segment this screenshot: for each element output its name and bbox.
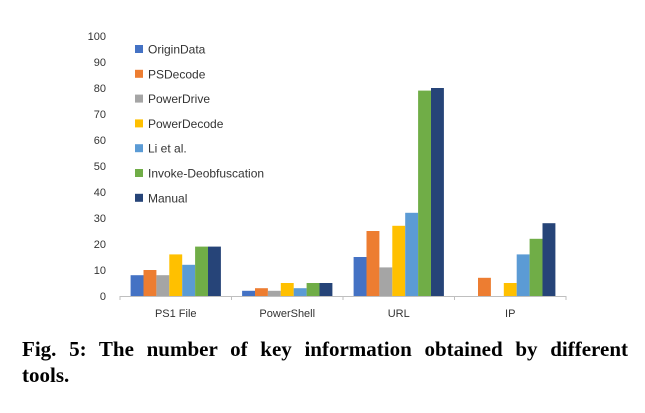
bar: [392, 225, 406, 296]
y-tick-label: 70: [94, 109, 106, 121]
y-tick-label: 90: [94, 57, 106, 69]
y-tick-label: 100: [88, 31, 106, 43]
legend-label: PowerDecode: [148, 117, 224, 131]
bar: [195, 246, 208, 296]
bar: [208, 246, 221, 296]
legend-swatch: [135, 94, 143, 103]
legend-swatch: [135, 169, 143, 177]
legend-label: Invoke-Deobfuscation: [148, 167, 264, 181]
bar: [130, 275, 144, 296]
y-tick-label: 80: [94, 83, 106, 95]
bar: [280, 283, 294, 296]
figure-caption: Fig. 5: The number of key information ob…: [22, 337, 628, 387]
bar: [182, 264, 196, 296]
bar: [366, 231, 380, 296]
bar: [242, 290, 255, 296]
x-category-label: IP: [505, 308, 515, 320]
legend-label: PSDecode: [148, 67, 206, 81]
bar: [143, 270, 157, 296]
y-tick-label: 0: [100, 291, 106, 303]
y-tick-label: 20: [94, 239, 106, 251]
bar: [516, 254, 530, 296]
legend-swatch: [135, 119, 143, 128]
bar: [306, 283, 320, 296]
x-category-label: URL: [388, 308, 410, 320]
bar: [431, 88, 444, 296]
bar: [478, 277, 491, 296]
legend-swatch: [135, 193, 143, 202]
legend: OriginData PSDecode PowerDrive PowerDecode L…: [135, 43, 264, 205]
legend-swatch: [135, 69, 143, 78]
bar: [353, 257, 367, 296]
y-axis: 0 10 20 30 40 50 60 70 80 90 100: [88, 31, 106, 303]
bar: [542, 223, 556, 296]
y-tick-label: 50: [94, 161, 106, 173]
x-axis: PS1 File PowerShell URL IP: [119, 296, 567, 320]
bar: [255, 288, 268, 296]
bar: [379, 267, 393, 296]
bar: [319, 283, 333, 296]
legend-label: PowerDrive: [148, 92, 210, 106]
legend-label: Li et al.: [148, 142, 187, 156]
legend-label: Manual: [148, 191, 187, 205]
bar: [405, 212, 419, 296]
legend-label: OriginData: [148, 43, 206, 57]
y-tick-label: 60: [94, 135, 106, 147]
bar: [293, 288, 307, 296]
x-category-label: PS1 File: [155, 308, 197, 320]
bar: [267, 290, 281, 296]
y-tick-label: 30: [94, 213, 106, 225]
legend-swatch: [135, 144, 143, 153]
legend-swatch: [135, 45, 143, 53]
y-tick-label: 10: [94, 265, 106, 277]
bars: [130, 88, 556, 296]
x-category-label: PowerShell: [259, 308, 315, 320]
y-tick-label: 40: [94, 187, 106, 199]
bar: [529, 238, 543, 296]
bar-chart: 0 10 20 30 40 50 60 70 80 90 100 PS1 File PowerShel…: [88, 31, 567, 320]
bar: [418, 90, 431, 296]
bar: [156, 275, 170, 296]
bar: [503, 283, 517, 296]
bar: [169, 254, 183, 296]
